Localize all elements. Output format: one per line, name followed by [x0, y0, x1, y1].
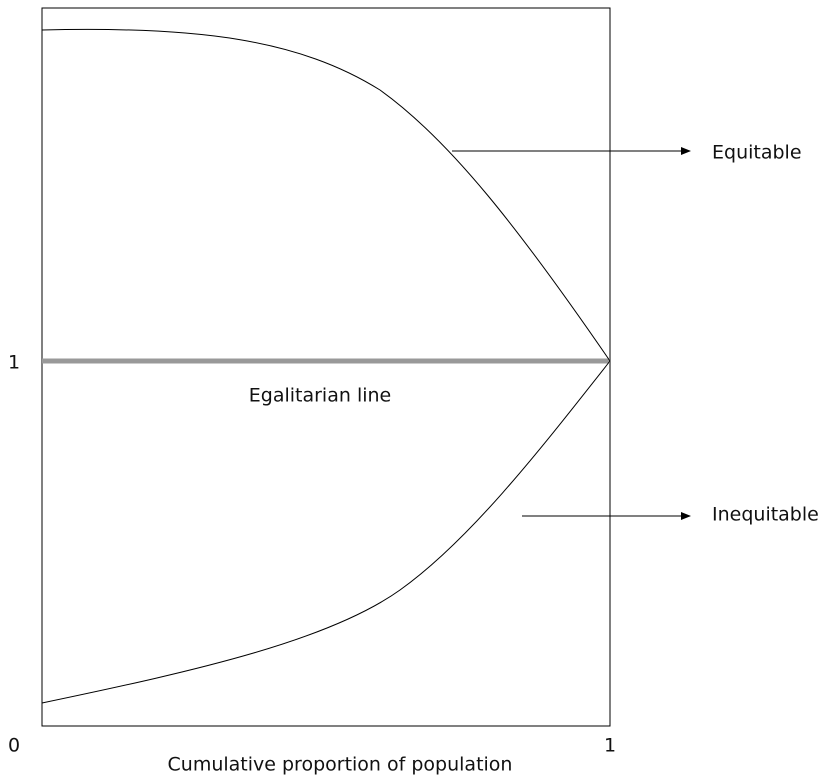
y-tick-label: 1 [8, 352, 20, 374]
x-axis-label: Cumulative proportion of population [168, 754, 513, 776]
egalitarian-label: Egalitarian line [249, 385, 391, 407]
plot-frame [41, 7, 611, 727]
equitable-label: Equitable [712, 142, 802, 164]
inequitable-label: Inequitable [712, 504, 819, 526]
x-tick-label: 0 [8, 735, 20, 757]
x-tick-label: 1 [604, 735, 616, 757]
inequitable-curve [41, 360, 611, 704]
equitable-curve [41, 28, 611, 362]
